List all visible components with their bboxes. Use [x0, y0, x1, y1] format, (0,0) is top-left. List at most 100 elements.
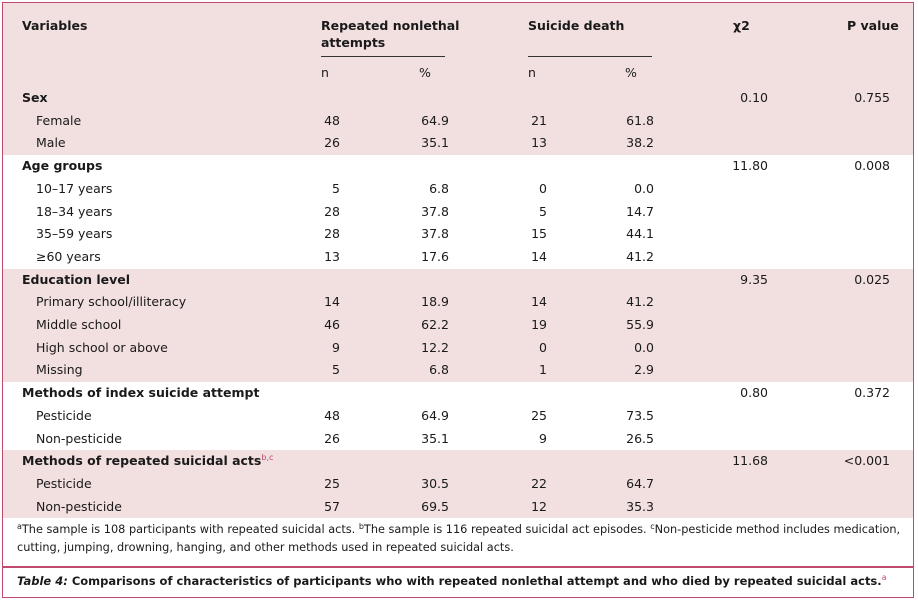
- row-label: High school or above: [36, 337, 168, 360]
- cell-p: 0.372: [854, 385, 890, 401]
- cell-rn: 13: [324, 248, 340, 264]
- label-text: High school or above: [36, 339, 168, 355]
- label-text: Sex: [22, 90, 48, 105]
- label-text: Education level: [22, 271, 131, 287]
- cell-sn: 12: [531, 498, 547, 514]
- cell-sn: 22: [531, 475, 547, 491]
- cell-rn: 25: [324, 475, 340, 491]
- cell-rn: 48: [324, 112, 340, 128]
- header-n-suicide: n: [528, 65, 536, 80]
- cell-sn: 13: [531, 135, 547, 151]
- table-row: High school or above 9 12.2 0 0.0: [3, 336, 913, 360]
- caption-divider: [3, 566, 913, 568]
- row-label: Non-pesticide: [36, 428, 122, 451]
- table-row: 10–17 years 5 6.8 0 0.0: [3, 177, 913, 201]
- cell-sp: 0.0: [634, 339, 654, 355]
- cell-p: 0.008: [854, 158, 890, 174]
- row-label: Pesticide: [36, 405, 92, 428]
- table-section-row: Education level 9.35 0.025: [3, 268, 913, 292]
- footnotes: aThe sample is 108 participants with rep…: [17, 521, 907, 557]
- cell-sn: 0: [539, 339, 547, 355]
- header-underline-suicide: [528, 56, 652, 57]
- label-text: 18–34 years: [36, 203, 113, 219]
- cell-chi2: 11.68: [732, 453, 768, 469]
- header-n-repeated: n: [321, 65, 329, 80]
- cell-rn: 9: [332, 339, 340, 355]
- cell-sp: 44.1: [626, 226, 654, 242]
- label-text: Age groups: [22, 158, 103, 174]
- row-label: Female: [36, 110, 81, 133]
- cell-sn: 0: [539, 180, 547, 196]
- cell-sn: 25: [531, 407, 547, 423]
- cell-sn: 21: [531, 112, 547, 128]
- cell-p: 0.025: [854, 271, 890, 287]
- table-row: Non-pesticide 57 69.5 12 35.3: [3, 495, 913, 519]
- cell-rn: 46: [324, 317, 340, 332]
- cell-rp: 30.5: [421, 475, 449, 491]
- table-header: Variables Repeated nonlethal attempts Su…: [3, 3, 913, 87]
- cell-rp: 64.9: [421, 407, 449, 423]
- footnote-c-marker: c: [650, 522, 655, 531]
- row-label: Non-pesticide: [36, 496, 122, 519]
- cell-p: 0.755: [854, 90, 890, 105]
- cell-sp: 73.5: [626, 407, 654, 423]
- cell-rn: 5: [332, 362, 340, 378]
- cell-rn: 28: [324, 226, 340, 242]
- table-section-row: Age groups 11.80 0.008: [3, 155, 913, 178]
- cell-sp: 26.5: [626, 430, 654, 446]
- table-row: 35–59 years 28 37.8 15 44.1: [3, 223, 913, 246]
- table-row: Non-pesticide 26 35.1 9 26.5: [3, 427, 913, 451]
- cell-rp: 6.8: [429, 362, 449, 378]
- section-label: Methods of repeated suicidal actsb,c: [22, 450, 273, 473]
- cell-sp: 14.7: [626, 203, 654, 219]
- cell-sn: 5: [539, 203, 547, 219]
- section-label: Sex: [22, 87, 48, 110]
- cell-rn: 57: [324, 498, 340, 514]
- cell-sp: 55.9: [626, 317, 654, 332]
- cell-sp: 41.2: [626, 248, 654, 264]
- label-text: Middle school: [36, 317, 122, 332]
- footnote-b: The sample is 116 repeated suicidal act …: [363, 523, 651, 536]
- cell-sp: 2.9: [634, 362, 654, 378]
- header-variables: Variables: [22, 18, 88, 33]
- label-text: Non-pesticide: [36, 430, 122, 446]
- footnote-marker: b,c: [261, 453, 274, 463]
- cell-sp: 0.0: [634, 180, 654, 196]
- row-label: Middle school: [36, 314, 121, 337]
- label-text: Methods of repeated suicidal acts: [22, 453, 262, 469]
- cell-rp: 18.9: [421, 294, 449, 310]
- cell-sn: 15: [531, 226, 547, 242]
- cell-rp: 37.8: [421, 226, 449, 242]
- cell-sn: 19: [531, 317, 547, 332]
- cell-chi2: 0.10: [740, 90, 768, 105]
- header-pct-repeated: %: [419, 65, 431, 80]
- cell-rp: 69.5: [421, 498, 449, 514]
- cell-p: <0.001: [843, 453, 890, 469]
- header-p-value: P value: [847, 18, 899, 33]
- label-text: Missing: [36, 362, 83, 378]
- header-repeated-attempts: Repeated nonlethal attempts: [321, 18, 460, 50]
- label-text: Pesticide: [36, 475, 92, 491]
- caption-label: Table 4:: [17, 574, 68, 588]
- footnote-a-marker: a: [17, 522, 22, 531]
- section-label: Methods of index suicide attempt: [22, 382, 259, 405]
- table-row: ≥60 years 13 17.6 14 41.2: [3, 245, 913, 269]
- cell-sp: 35.3: [626, 498, 654, 514]
- cell-chi2: 11.80: [732, 158, 768, 174]
- caption-footnote-marker: a: [881, 573, 887, 582]
- table-section-row: Methods of index suicide attempt 0.80 0.37…: [3, 382, 913, 405]
- cell-sp: 61.8: [626, 112, 654, 128]
- cell-rp: 35.1: [421, 430, 449, 446]
- section-label: Education level: [22, 269, 130, 292]
- cell-sp: 38.2: [626, 135, 654, 151]
- cell-rn: 28: [324, 203, 340, 219]
- label-text: Methods of index suicide attempt: [22, 385, 260, 401]
- cell-rn: 14: [324, 294, 340, 310]
- cell-rn: 26: [324, 135, 340, 151]
- table-section-row: Sex 0.10 0.755: [3, 87, 913, 110]
- label-text: 35–59 years: [36, 226, 113, 242]
- row-label: Male: [36, 132, 66, 155]
- cell-chi2: 0.80: [740, 385, 768, 401]
- header-pct-suicide: %: [625, 65, 637, 80]
- table-row: Male 26 35.1 13 38.2: [3, 132, 913, 156]
